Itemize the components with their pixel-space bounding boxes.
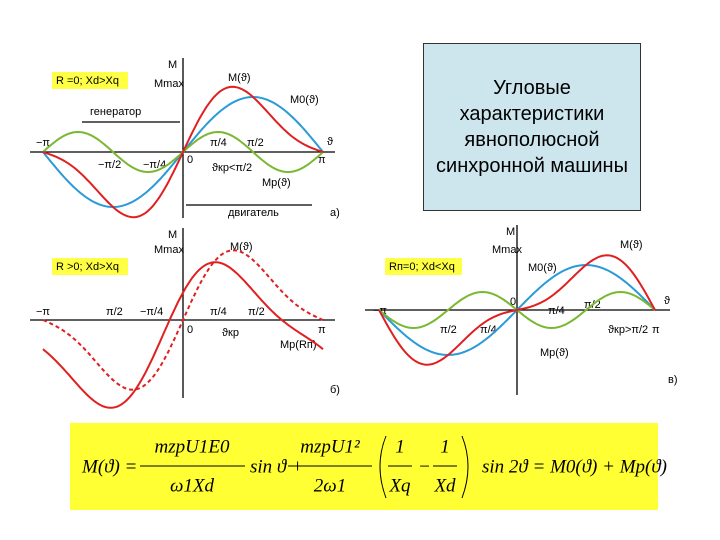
- label: ϑ: [327, 136, 333, 148]
- label: Mmax: [154, 244, 184, 256]
- condition-box: [52, 258, 128, 275]
- tick: π: [318, 154, 326, 166]
- tick: π/2: [106, 306, 123, 318]
- condition: R =0; Xd>Xq: [56, 75, 119, 87]
- tag: б): [330, 384, 340, 396]
- label: M: [168, 229, 177, 241]
- tick: −π: [36, 306, 50, 318]
- label: Mр(ϑ): [540, 347, 569, 359]
- title-box: Угловые характеристики явнополюсной синх…: [423, 43, 641, 211]
- label: M: [506, 226, 515, 238]
- formula: M(ϑ) = mzpU1E0 ω1Xd sin ϑ + mzpU1² 2ω1 1…: [81, 435, 667, 499]
- tag: а): [330, 207, 340, 219]
- tick: −π/4: [140, 306, 163, 318]
- tick: π/4: [548, 305, 565, 317]
- label: M0(ϑ): [290, 94, 319, 106]
- tick: 0: [510, 296, 516, 308]
- formula-part: ω1Xd: [170, 475, 215, 496]
- label: M(ϑ): [228, 72, 251, 84]
- formula-part: Xd: [433, 475, 456, 496]
- formula-part: sin ϑ +: [250, 456, 304, 477]
- formula-part: 2ω1: [314, 475, 346, 496]
- condition-box: [52, 72, 128, 89]
- condition: R >0; Xd>Xq: [56, 261, 119, 273]
- tick: 0: [187, 324, 193, 336]
- tick: π/4: [210, 137, 227, 149]
- formula-part: Xq: [388, 475, 411, 496]
- formula-part: M(ϑ) =: [81, 456, 137, 477]
- label: генератор: [90, 106, 141, 118]
- curve: [42, 249, 324, 391]
- formula-part: 1: [395, 436, 405, 457]
- tick: π/2: [248, 306, 265, 318]
- formula-part: mzpU1²: [300, 436, 360, 457]
- label: Mр(ϑ): [262, 177, 291, 189]
- formula-part: sin 2ϑ = M0(ϑ) + Mр(ϑ): [482, 456, 667, 477]
- tick: π/2: [247, 137, 264, 149]
- label: M: [168, 59, 177, 71]
- label: двигатель: [228, 207, 279, 219]
- formula-part: 1: [440, 436, 450, 457]
- label: M0(ϑ): [528, 262, 557, 274]
- tick: −π: [36, 137, 50, 149]
- formula-part: −: [418, 456, 431, 477]
- tick: −π/4: [143, 159, 166, 171]
- label: ϑкр: [222, 327, 239, 339]
- condition: Rп=0; Xd<Xq: [389, 261, 455, 273]
- curve: [378, 254, 656, 366]
- tick: 0: [187, 154, 193, 166]
- label: Mmax: [492, 244, 522, 256]
- tag: в): [668, 374, 678, 386]
- curves: [42, 85, 656, 409]
- tick: ϑкр>π/2: [608, 324, 648, 336]
- tick: π: [318, 324, 326, 336]
- formula-part: mzpU1E0: [155, 436, 230, 457]
- label: ϑ: [664, 295, 670, 307]
- tick: π/4: [480, 324, 497, 336]
- paren: [379, 435, 387, 499]
- curve: [42, 261, 324, 409]
- label: Mр(Rп): [280, 339, 317, 351]
- label: ϑкр<π/2: [212, 162, 252, 174]
- paren: [461, 435, 469, 499]
- tick: π/2: [440, 324, 457, 336]
- label: Mmax: [154, 78, 184, 90]
- tick: π: [652, 324, 660, 336]
- label: M(ϑ): [620, 239, 643, 251]
- tick: π/4: [210, 306, 227, 318]
- curve: [42, 85, 324, 219]
- condition-box: [385, 258, 462, 275]
- tick: −π/2: [98, 159, 121, 171]
